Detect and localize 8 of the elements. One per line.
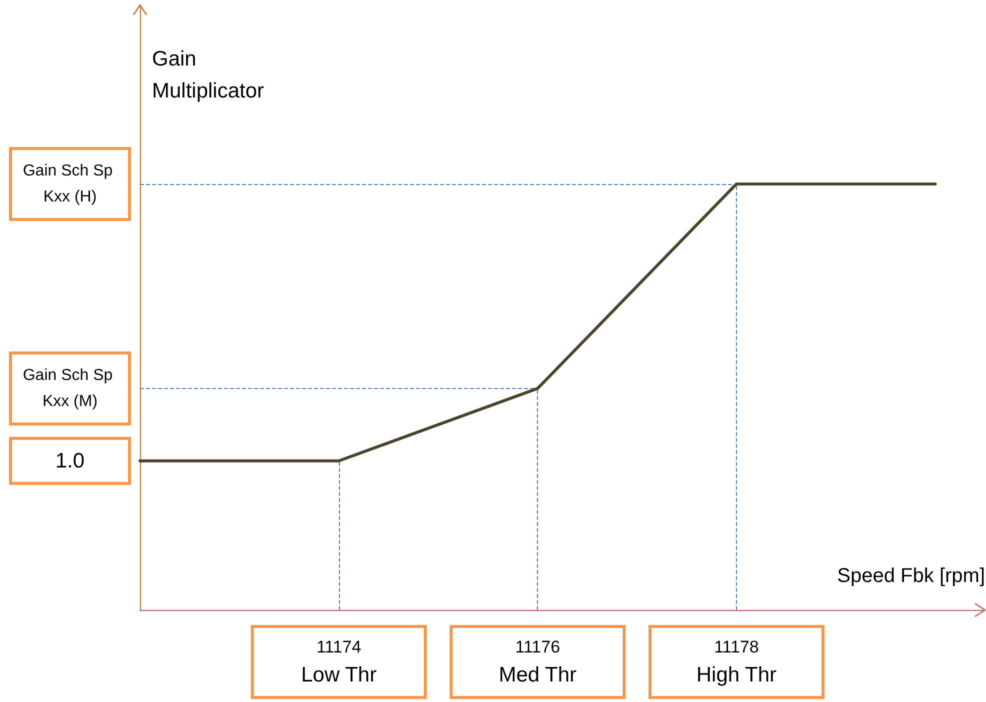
ref-line-label: Gain Sch Sp Kxx (H) bbox=[22, 162, 118, 206]
x-tick-label: 11178 High Thr bbox=[696, 638, 777, 686]
x-tick-label: 11176 Med Thr bbox=[498, 638, 577, 686]
annotation: 1.0 bbox=[55, 449, 85, 472]
x-axis-title: Speed Fbk [rpm] bbox=[837, 565, 985, 587]
ref-line-label: Gain Sch Sp Kxx (M) bbox=[22, 366, 118, 410]
y-axis-title: Gain Multiplicator bbox=[152, 48, 264, 102]
x-tick-label: 11174 Low Thr bbox=[301, 638, 377, 686]
